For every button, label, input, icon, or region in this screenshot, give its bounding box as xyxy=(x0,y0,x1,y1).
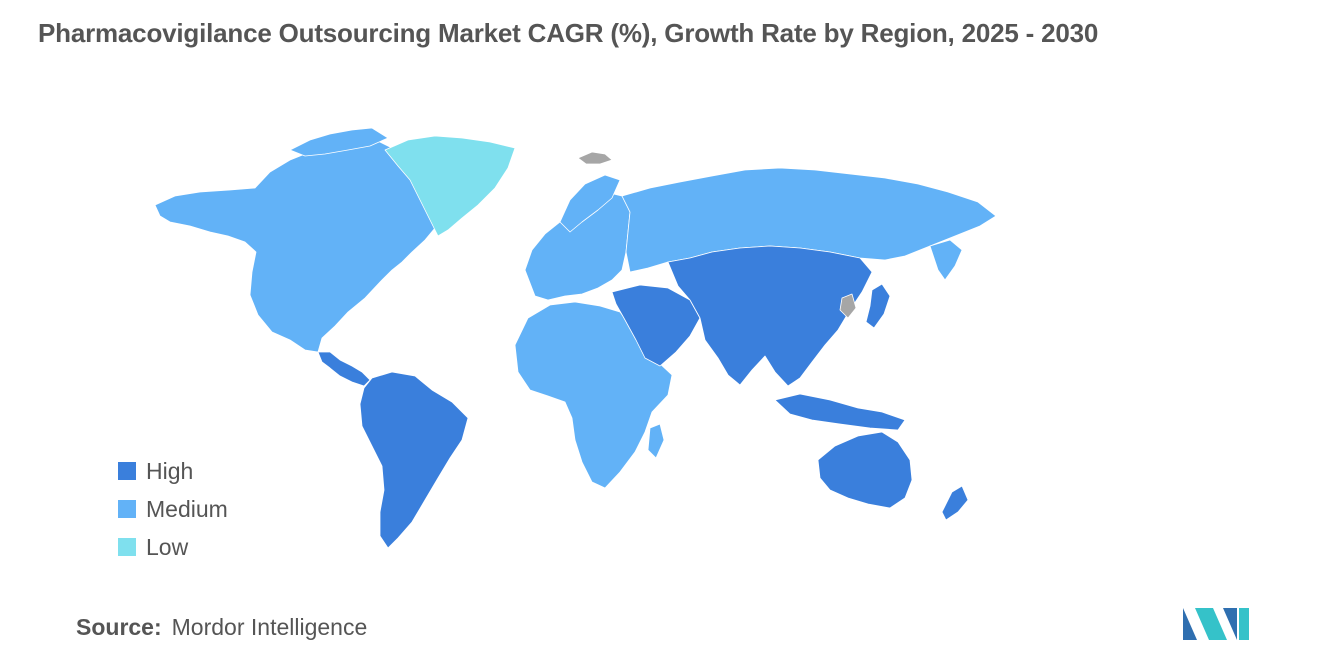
legend-label-low: Low xyxy=(146,533,189,560)
legend-item-medium: Medium xyxy=(118,490,228,528)
region-svalbard-nodata xyxy=(577,151,613,165)
region-north-america xyxy=(154,137,441,353)
source-value: Mordor Intelligence xyxy=(171,614,368,640)
logo-shape-left xyxy=(1183,608,1197,640)
source-label: Source: xyxy=(76,614,162,640)
logo-shape-mid xyxy=(1195,608,1227,640)
page-title: Pharmacovigilance Outsourcing Market CAG… xyxy=(38,18,1099,48)
logo-shape-right xyxy=(1223,608,1237,640)
region-arctic-islands xyxy=(289,127,389,157)
region-australia xyxy=(817,431,913,509)
region-japan xyxy=(865,283,891,329)
region-greenland xyxy=(384,135,516,237)
logo-shape-far xyxy=(1239,608,1249,640)
region-central-america xyxy=(317,351,371,387)
region-korea-nodata xyxy=(839,293,857,319)
region-scandinavia xyxy=(559,174,621,233)
region-africa xyxy=(514,301,673,489)
legend-item-high: High xyxy=(118,452,228,490)
legend-item-low: Low xyxy=(118,528,228,566)
region-southeast-asia xyxy=(774,393,906,431)
legend: High Medium Low xyxy=(118,452,228,566)
region-asia xyxy=(667,245,873,387)
region-new-zealand xyxy=(941,485,969,521)
region-russia xyxy=(621,167,997,273)
legend-label-high: High xyxy=(146,457,194,484)
region-south-america xyxy=(359,371,469,549)
mordor-intelligence-logo xyxy=(1183,604,1249,645)
legend-label-medium: Medium xyxy=(146,495,228,522)
logo-svg xyxy=(1183,608,1249,640)
region-kamchatka xyxy=(929,239,963,281)
region-middle-east xyxy=(611,284,701,367)
legend-swatch-high xyxy=(118,462,136,480)
legend-swatch-low xyxy=(118,538,136,556)
legend-swatch-medium xyxy=(118,500,136,518)
source-note: Source: Mordor Intelligence xyxy=(76,614,367,641)
region-madagascar xyxy=(647,423,665,459)
